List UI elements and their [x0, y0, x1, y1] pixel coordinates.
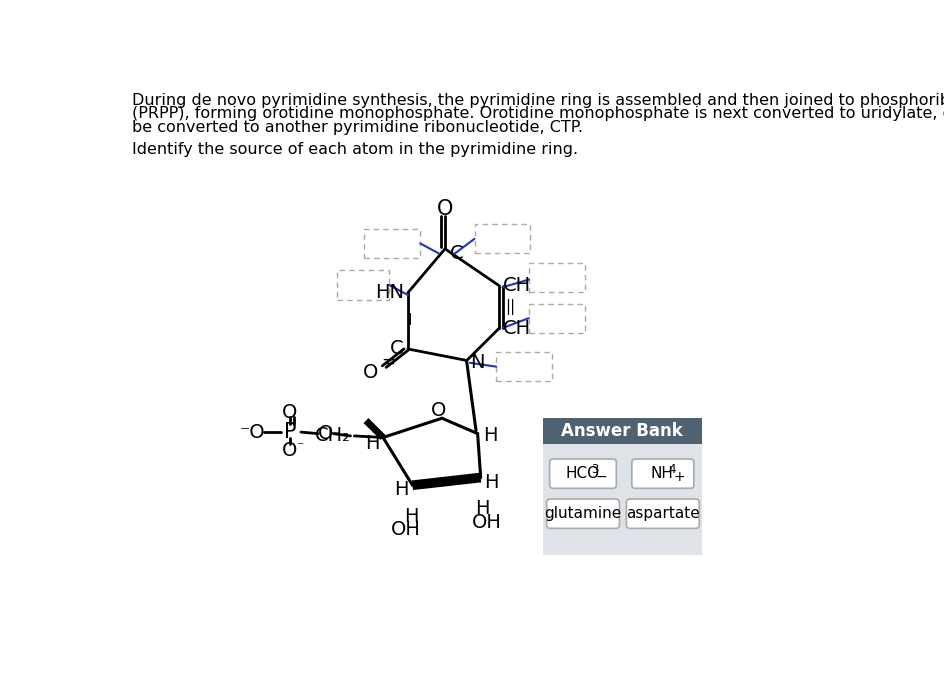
Text: H: H [475, 499, 490, 518]
Text: During de novo pyrimidine synthesis, the pyrimidine ring is assembled and then j: During de novo pyrimidine synthesis, the… [132, 92, 944, 108]
Text: O: O [437, 198, 453, 219]
Text: I: I [407, 313, 412, 328]
Text: OH: OH [392, 520, 421, 539]
Text: ⁻O: ⁻O [240, 423, 265, 441]
Text: NH: NH [650, 466, 673, 481]
Text: C: C [449, 244, 464, 263]
Text: 3: 3 [591, 464, 598, 476]
Text: −: − [596, 470, 607, 484]
Text: H: H [365, 434, 379, 453]
Text: H: H [395, 480, 409, 500]
Text: O: O [363, 362, 379, 382]
Text: ⁻: ⁻ [295, 440, 303, 454]
Text: CH: CH [503, 276, 531, 295]
FancyBboxPatch shape [543, 418, 701, 443]
Text: =: = [381, 353, 396, 371]
Text: O: O [282, 441, 297, 460]
Text: glutamine: glutamine [545, 506, 622, 521]
Text: aspartate: aspartate [626, 506, 700, 521]
Text: (PRPP), forming orotidine monophosphate. Orotidine monophosphate is next convert: (PRPP), forming orotidine monophosphate.… [132, 106, 944, 121]
Text: N: N [470, 353, 484, 372]
FancyBboxPatch shape [549, 459, 616, 489]
Text: C: C [391, 339, 404, 358]
Text: OH: OH [472, 513, 502, 532]
Text: H: H [484, 473, 498, 491]
Text: P: P [284, 422, 296, 442]
FancyBboxPatch shape [627, 499, 700, 528]
Text: H: H [482, 425, 497, 445]
FancyBboxPatch shape [632, 459, 694, 489]
Text: Identify the source of each atom in the pyrimidine ring.: Identify the source of each atom in the … [132, 142, 578, 157]
Text: ||: || [505, 298, 515, 314]
FancyBboxPatch shape [547, 499, 619, 528]
Text: O: O [318, 424, 333, 443]
Text: CH₂: CH₂ [314, 426, 350, 446]
Text: H: H [404, 507, 418, 525]
Text: 4: 4 [668, 464, 676, 476]
Text: Answer Bank: Answer Bank [562, 423, 683, 440]
Text: CH: CH [503, 319, 531, 338]
Text: be converted to another pyrimidine ribonucleotide, CTP.: be converted to another pyrimidine ribon… [132, 120, 583, 135]
Text: HN: HN [375, 283, 404, 302]
Text: O: O [430, 401, 446, 420]
Text: O: O [282, 403, 297, 423]
Text: HCO: HCO [566, 466, 600, 481]
FancyBboxPatch shape [543, 443, 701, 555]
Text: +: + [673, 470, 685, 484]
